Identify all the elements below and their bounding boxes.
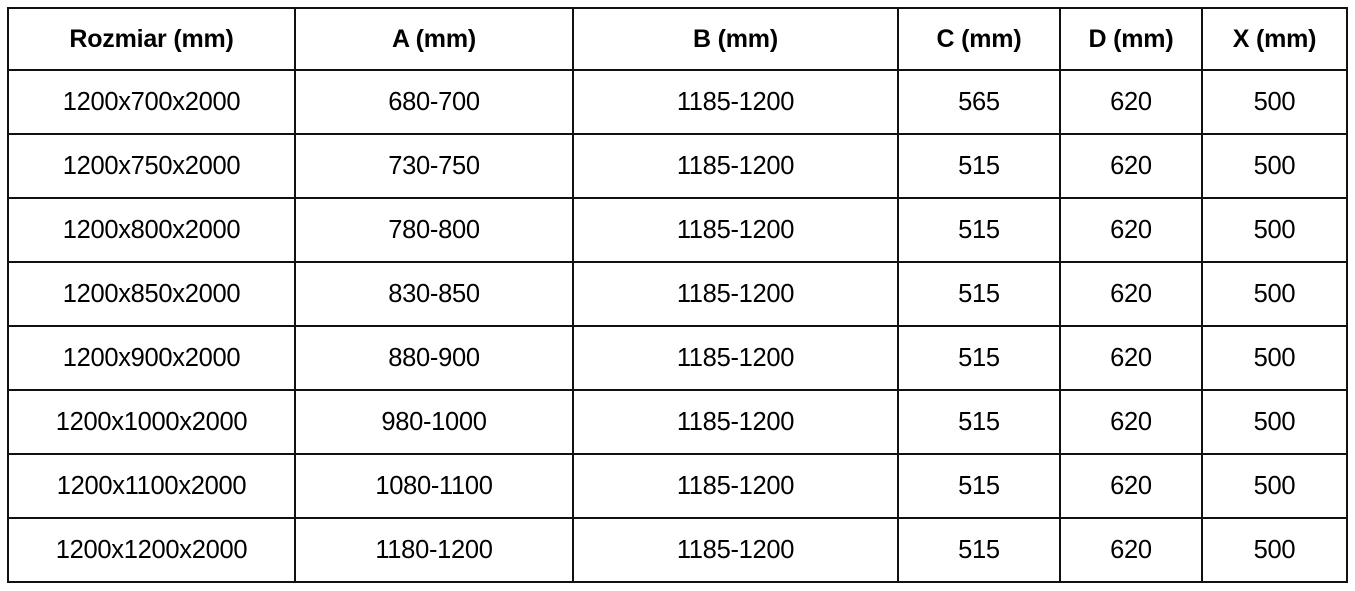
column-header-a: A (mm) [294, 7, 574, 71]
cell-b: 1185-1200 [572, 453, 899, 519]
table-row: 1200x750x2000 730-750 1185-1200 515 620 … [7, 133, 1348, 199]
cell-x: 500 [1201, 261, 1348, 327]
cell-d: 620 [1059, 133, 1203, 199]
cell-x: 500 [1201, 197, 1348, 263]
cell-c: 565 [897, 69, 1061, 135]
cell-b: 1185-1200 [572, 389, 899, 455]
column-header-b: B (mm) [572, 7, 899, 71]
cell-d: 620 [1059, 197, 1203, 263]
cell-c: 515 [897, 325, 1061, 391]
table-row: 1200x1000x2000 980-1000 1185-1200 515 62… [7, 389, 1348, 455]
cell-a: 680-700 [294, 69, 574, 135]
table-row: 1200x800x2000 780-800 1185-1200 515 620 … [7, 197, 1348, 263]
cell-d: 620 [1059, 389, 1203, 455]
cell-b: 1185-1200 [572, 325, 899, 391]
cell-a: 980-1000 [294, 389, 574, 455]
cell-size: 1200x1200x2000 [7, 517, 296, 583]
cell-a: 780-800 [294, 197, 574, 263]
cell-size: 1200x800x2000 [7, 197, 296, 263]
cell-c: 515 [897, 261, 1061, 327]
table-row: 1200x850x2000 830-850 1185-1200 515 620 … [7, 261, 1348, 327]
size-specification-table: Rozmiar (mm) A (mm) B (mm) C (mm) D (mm)… [7, 7, 1348, 583]
cell-b: 1185-1200 [572, 517, 899, 583]
cell-d: 620 [1059, 517, 1203, 583]
cell-a: 1080-1100 [294, 453, 574, 519]
cell-size: 1200x1000x2000 [7, 389, 296, 455]
column-header-x: X (mm) [1201, 7, 1348, 71]
cell-x: 500 [1201, 517, 1348, 583]
cell-x: 500 [1201, 69, 1348, 135]
table-header-row: Rozmiar (mm) A (mm) B (mm) C (mm) D (mm)… [7, 7, 1348, 71]
cell-size: 1200x850x2000 [7, 261, 296, 327]
table-body: 1200x700x2000 680-700 1185-1200 565 620 … [7, 69, 1348, 583]
cell-b: 1185-1200 [572, 133, 899, 199]
cell-b: 1185-1200 [572, 69, 899, 135]
cell-x: 500 [1201, 389, 1348, 455]
table-row: 1200x900x2000 880-900 1185-1200 515 620 … [7, 325, 1348, 391]
cell-a: 730-750 [294, 133, 574, 199]
cell-size: 1200x1100x2000 [7, 453, 296, 519]
cell-size: 1200x700x2000 [7, 69, 296, 135]
column-header-size: Rozmiar (mm) [7, 7, 296, 71]
cell-c: 515 [897, 133, 1061, 199]
cell-size: 1200x900x2000 [7, 325, 296, 391]
cell-x: 500 [1201, 133, 1348, 199]
cell-c: 515 [897, 517, 1061, 583]
cell-a: 830-850 [294, 261, 574, 327]
table-row: 1200x1100x2000 1080-1100 1185-1200 515 6… [7, 453, 1348, 519]
cell-a: 880-900 [294, 325, 574, 391]
cell-c: 515 [897, 197, 1061, 263]
table-header: Rozmiar (mm) A (mm) B (mm) C (mm) D (mm)… [7, 7, 1348, 71]
cell-x: 500 [1201, 325, 1348, 391]
cell-c: 515 [897, 389, 1061, 455]
column-header-d: D (mm) [1059, 7, 1203, 71]
cell-size: 1200x750x2000 [7, 133, 296, 199]
cell-x: 500 [1201, 453, 1348, 519]
cell-b: 1185-1200 [572, 197, 899, 263]
column-header-c: C (mm) [897, 7, 1061, 71]
cell-d: 620 [1059, 325, 1203, 391]
cell-d: 620 [1059, 69, 1203, 135]
cell-d: 620 [1059, 261, 1203, 327]
cell-d: 620 [1059, 453, 1203, 519]
cell-a: 1180-1200 [294, 517, 574, 583]
cell-b: 1185-1200 [572, 261, 899, 327]
table-row: 1200x1200x2000 1180-1200 1185-1200 515 6… [7, 517, 1348, 583]
table-row: 1200x700x2000 680-700 1185-1200 565 620 … [7, 69, 1348, 135]
cell-c: 515 [897, 453, 1061, 519]
